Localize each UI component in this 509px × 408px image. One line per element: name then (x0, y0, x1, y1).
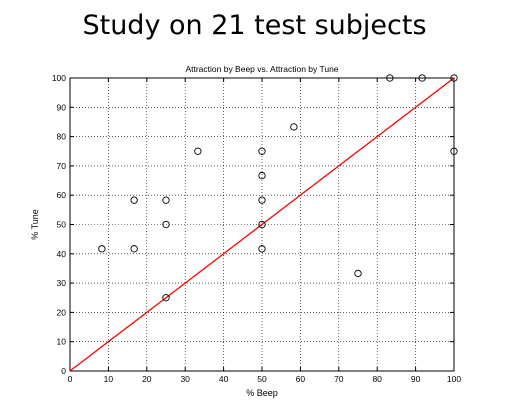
data-point (386, 74, 394, 82)
data-point (258, 171, 266, 180)
data-point (258, 147, 266, 155)
data-point (162, 294, 170, 302)
x-tick-label: 60 (296, 374, 306, 384)
x-tick-label: 80 (372, 374, 382, 384)
data-series (69, 74, 458, 372)
x-tick-label: 0 (68, 374, 73, 384)
y-tick-label: 30 (57, 278, 67, 288)
data-point (194, 147, 202, 155)
data-point (98, 245, 106, 253)
data-point (162, 196, 170, 204)
y-tick-label: 90 (57, 102, 67, 112)
data-point (290, 123, 298, 131)
data-point (258, 220, 266, 229)
data-point (354, 269, 362, 278)
data-point (130, 196, 138, 204)
y-axis-label: % Tune (30, 209, 40, 240)
y-tick-label: 50 (57, 220, 67, 230)
data-point (450, 74, 458, 82)
y-tick-label: 20 (57, 307, 67, 317)
grid-lines (70, 78, 454, 371)
x-tick-label: 40 (219, 374, 229, 384)
y-tick-label: 80 (57, 132, 67, 142)
y-tick-label: 0 (61, 366, 66, 376)
y-tick-label: 100 (52, 73, 66, 83)
y-tick-label: 40 (57, 249, 67, 259)
chart-title: Attraction by Beep vs. Attraction by Tun… (185, 64, 338, 74)
x-axis-label: % Beep (246, 388, 278, 398)
x-tick-label: 20 (142, 374, 152, 384)
reference-line (69, 77, 455, 372)
data-point (258, 196, 266, 204)
data-point (258, 245, 266, 253)
data-point (162, 220, 170, 229)
x-tick-label: 10 (104, 374, 114, 384)
x-tick-label: 100 (447, 374, 461, 384)
data-point (450, 147, 458, 155)
data-point (130, 245, 138, 253)
y-tick-label: 60 (57, 190, 67, 200)
x-tick-label: 50 (257, 374, 267, 384)
data-point (418, 74, 426, 82)
ticks: 0 10 20 30 40 50 60 70 80 90 100 0 10 20 30 40 50 60 70 80 9… (52, 73, 462, 384)
x-tick-label: 70 (334, 374, 344, 384)
y-tick-label: 70 (57, 161, 67, 171)
x-tick-label: 30 (180, 374, 190, 384)
x-tick-label: 90 (411, 374, 421, 384)
y-tick-label: 10 (57, 337, 67, 347)
slide-title: Study on 21 test subjects (82, 10, 427, 41)
